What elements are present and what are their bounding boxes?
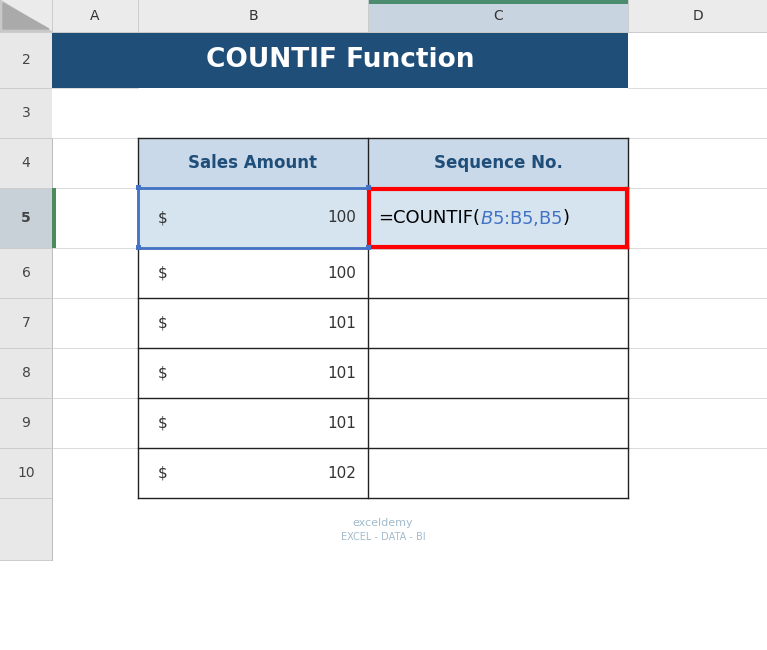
Text: 5: 5 <box>21 211 31 225</box>
Text: $: $ <box>158 365 168 380</box>
Text: =COUNTIF(: =COUNTIF( <box>378 209 480 227</box>
Bar <box>138 298 628 348</box>
Text: 2: 2 <box>21 53 31 67</box>
Text: 102: 102 <box>327 465 356 480</box>
Text: 9: 9 <box>21 416 31 430</box>
Text: Sequence No.: Sequence No. <box>433 154 562 172</box>
Text: COUNTIF Function: COUNTIF Function <box>206 47 474 73</box>
Bar <box>136 245 141 250</box>
Text: $: $ <box>158 265 168 281</box>
Text: 8: 8 <box>21 366 31 380</box>
Bar <box>0 298 52 348</box>
Text: ): ) <box>563 209 570 227</box>
Text: $B$5:B5,B5: $B$5:B5,B5 <box>480 209 563 228</box>
Text: 100: 100 <box>327 265 356 281</box>
Bar <box>0 32 52 88</box>
Text: B: B <box>249 9 258 23</box>
Text: 101: 101 <box>327 365 356 380</box>
Text: 3: 3 <box>21 106 31 120</box>
Text: A: A <box>91 9 100 23</box>
Bar <box>0 248 52 298</box>
Bar <box>136 185 141 190</box>
Bar <box>138 348 628 398</box>
Text: 101: 101 <box>327 315 356 330</box>
Bar <box>138 138 628 188</box>
Text: 7: 7 <box>21 316 31 330</box>
Bar <box>138 248 628 298</box>
Bar <box>628 32 767 88</box>
Bar <box>628 32 767 560</box>
Bar <box>0 0 767 32</box>
Bar <box>52 32 138 560</box>
Text: $: $ <box>158 465 168 480</box>
Bar <box>138 188 628 248</box>
Bar <box>138 398 628 448</box>
Bar <box>368 0 628 4</box>
Bar <box>366 245 371 250</box>
Bar <box>0 348 52 398</box>
Bar <box>0 398 52 448</box>
Text: exceldemy: exceldemy <box>353 518 413 528</box>
Bar <box>0 188 52 248</box>
Text: $: $ <box>158 211 168 226</box>
Polygon shape <box>0 0 52 32</box>
Bar <box>368 0 628 32</box>
Text: $: $ <box>158 315 168 330</box>
Text: Sales Amount: Sales Amount <box>189 154 318 172</box>
Polygon shape <box>3 3 49 29</box>
Bar <box>52 88 628 138</box>
Bar <box>52 32 628 88</box>
Bar <box>0 88 52 138</box>
Text: 101: 101 <box>327 415 356 430</box>
Text: $: $ <box>158 415 168 430</box>
Bar <box>0 448 52 498</box>
Text: 4: 4 <box>21 156 31 170</box>
Text: D: D <box>692 9 703 23</box>
Bar <box>366 185 371 190</box>
Bar <box>0 498 52 560</box>
Text: C: C <box>493 9 503 23</box>
Text: 100: 100 <box>327 211 356 226</box>
Text: 6: 6 <box>21 266 31 280</box>
Text: 10: 10 <box>17 466 35 480</box>
Bar <box>0 138 52 188</box>
Bar <box>138 448 628 498</box>
Bar <box>52 188 56 248</box>
Text: EXCEL - DATA - BI: EXCEL - DATA - BI <box>341 532 426 542</box>
